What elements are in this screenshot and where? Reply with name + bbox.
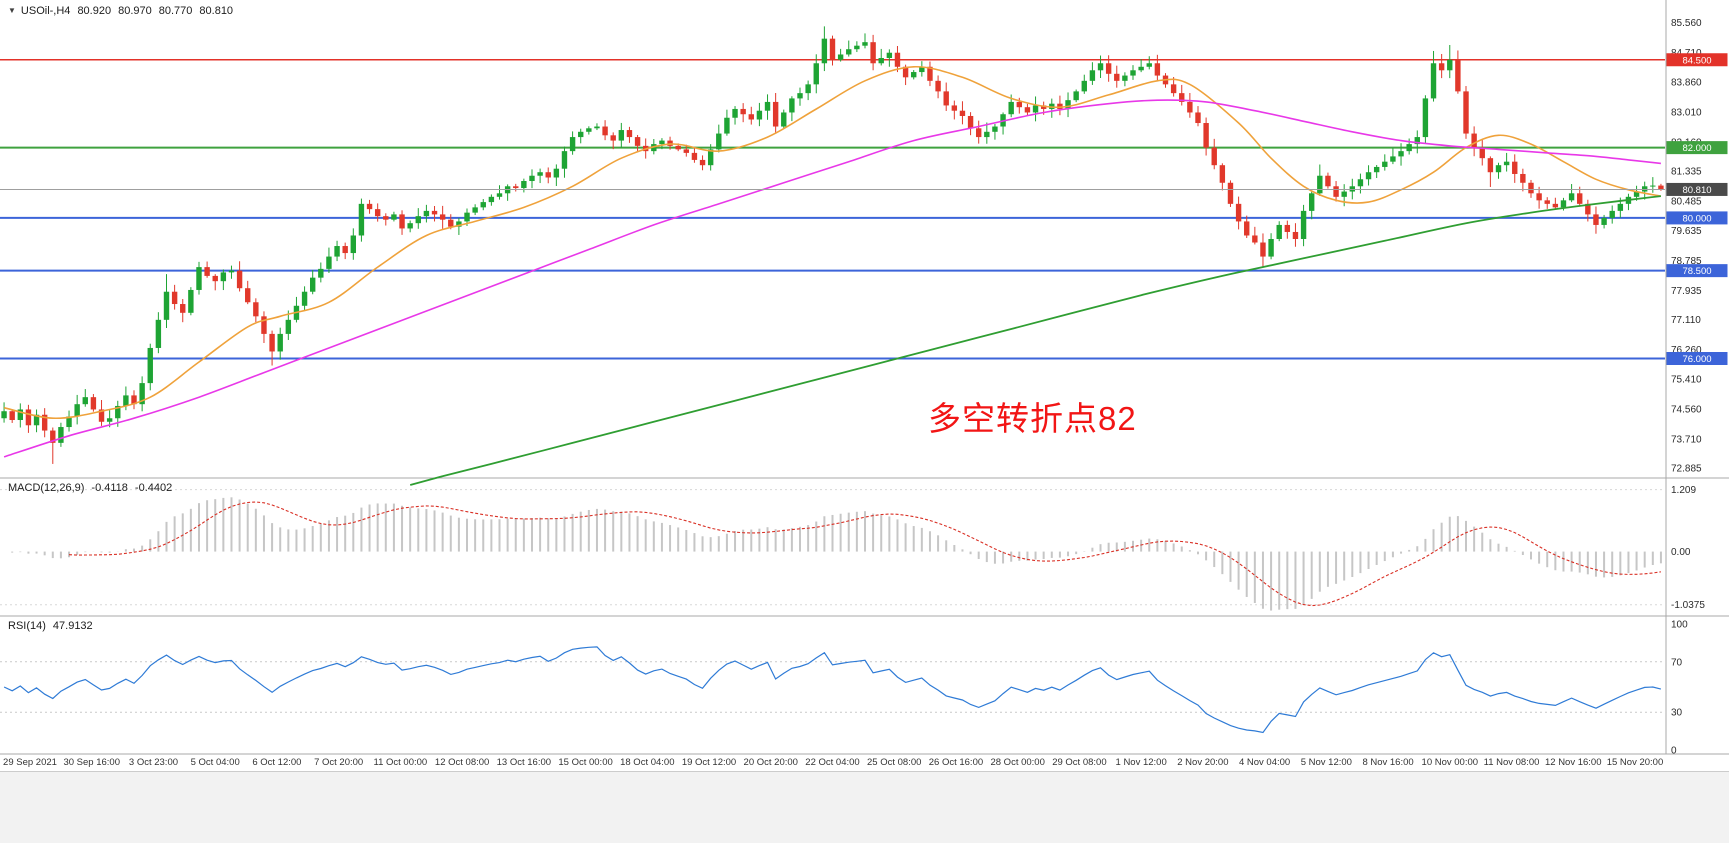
svg-text:11 Oct 00:00: 11 Oct 00:00: [374, 757, 428, 768]
svg-text:2 Nov 20:00: 2 Nov 20:00: [1177, 757, 1228, 768]
svg-text:22 Oct 04:00: 22 Oct 04:00: [805, 757, 859, 768]
svg-text:11 Nov 08:00: 11 Nov 08:00: [1484, 757, 1540, 768]
svg-text:18 Oct 04:00: 18 Oct 04:00: [620, 757, 674, 768]
svg-text:6 Oct 12:00: 6 Oct 12:00: [252, 757, 301, 768]
ohlc-low: 80.770: [158, 5, 193, 17]
svg-text:78.500: 78.500: [1682, 266, 1711, 277]
ma-medium-line: [3, 99, 1661, 458]
rsi-axis[interactable]: 100 70 30 0: [1671, 620, 1688, 757]
svg-text:10 Nov 00:00: 10 Nov 00:00: [1422, 757, 1479, 768]
rsi-value: 47.9132: [52, 620, 93, 632]
svg-text:77.110: 77.110: [1671, 315, 1701, 326]
svg-text:5 Oct 04:00: 5 Oct 04:00: [191, 757, 240, 768]
macd-info-bar: MACD(12,26,9) -0.4118 -0.4402: [8, 482, 179, 494]
svg-text:8 Nov 16:00: 8 Nov 16:00: [1362, 757, 1413, 768]
svg-text:74.560: 74.560: [1671, 405, 1702, 416]
svg-text:13 Oct 16:00: 13 Oct 16:00: [497, 757, 551, 768]
macd-axis[interactable]: 1.209 0.00 -1.0375: [1671, 485, 1705, 611]
candles-group: [1, 26, 1664, 464]
svg-text:77.935: 77.935: [1671, 286, 1702, 297]
ohlc-high: 80.970: [118, 5, 152, 17]
svg-text:12 Oct 08:00: 12 Oct 08:00: [435, 757, 489, 768]
svg-text:29 Oct 08:00: 29 Oct 08:00: [1052, 757, 1106, 768]
svg-text:83.860: 83.860: [1671, 78, 1702, 89]
rsi-line: [3, 646, 1662, 734]
chart-annotation: 多空转折点82: [928, 400, 1137, 437]
svg-text:75.410: 75.410: [1671, 375, 1702, 386]
svg-text:80.000: 80.000: [1682, 213, 1711, 224]
svg-text:73.710: 73.710: [1671, 434, 1702, 445]
svg-text:30 Sep 16:00: 30 Sep 16:00: [63, 757, 120, 768]
svg-text:19 Oct 12:00: 19 Oct 12:00: [682, 757, 736, 768]
svg-text:0.00: 0.00: [1671, 547, 1691, 558]
macd-value-signal: -0.4402: [134, 482, 173, 494]
svg-text:1 Nov 12:00: 1 Nov 12:00: [1116, 757, 1167, 768]
svg-text:7 Oct 20:00: 7 Oct 20:00: [314, 757, 363, 768]
svg-text:1.209: 1.209: [1671, 485, 1696, 496]
svg-text:83.010: 83.010: [1671, 108, 1702, 119]
svg-text:80.485: 80.485: [1671, 196, 1702, 207]
price-axis[interactable]: 85.56084.71083.86083.01082.16081.33580.4…: [1666, 18, 1728, 474]
svg-text:79.635: 79.635: [1671, 226, 1702, 237]
rsi-levels: [0, 661, 1665, 713]
svg-text:72.885: 72.885: [1671, 463, 1702, 474]
svg-text:12 Nov 16:00: 12 Nov 16:00: [1545, 757, 1602, 768]
ohlc-close: 80.810: [199, 5, 234, 17]
svg-text:15 Nov 20:00: 15 Nov 20:00: [1607, 757, 1664, 768]
bottom-strip: [0, 771, 1729, 843]
rsi-label: RSI(14): [8, 620, 46, 632]
horizontal-lines: [0, 58, 1665, 360]
expand-arrow-icon[interactable]: ▼: [8, 6, 16, 15]
svg-text:15 Oct 00:00: 15 Oct 00:00: [558, 757, 612, 768]
svg-text:80.810: 80.810: [1682, 185, 1711, 196]
macd-value-main: -0.4118: [91, 482, 128, 494]
svg-text:84.500: 84.500: [1682, 55, 1711, 66]
ma-slow-line: [409, 195, 1662, 486]
svg-text:30: 30: [1671, 708, 1683, 719]
svg-text:76.260: 76.260: [1671, 345, 1702, 356]
svg-text:82.000: 82.000: [1682, 143, 1711, 154]
macd-histogram: [11, 497, 1662, 611]
svg-text:81.335: 81.335: [1671, 166, 1702, 177]
svg-text:85.560: 85.560: [1671, 18, 1702, 29]
svg-text:20 Oct 20:00: 20 Oct 20:00: [744, 757, 798, 768]
svg-text:29 Sep 2021: 29 Sep 2021: [3, 757, 57, 768]
svg-text:4 Nov 04:00: 4 Nov 04:00: [1239, 757, 1290, 768]
symbol-info-bar: ▼ USOil-,H4 80.920 80.970 80.770 80.810: [8, 5, 240, 17]
candlestick-chart[interactable]: 85.56084.71083.86083.01082.16081.33580.4…: [0, 0, 1729, 771]
svg-text:3 Oct 23:00: 3 Oct 23:00: [129, 757, 178, 768]
svg-text:78.785: 78.785: [1671, 256, 1702, 267]
rsi-info-bar: RSI(14) 47.9132: [8, 620, 100, 632]
svg-text:25 Oct 08:00: 25 Oct 08:00: [867, 757, 921, 768]
symbol-title: USOil-,H4: [20, 5, 71, 17]
panel-separators: [0, 0, 1729, 755]
svg-text:28 Oct 00:00: 28 Oct 00:00: [990, 757, 1044, 768]
svg-text:5 Nov 12:00: 5 Nov 12:00: [1301, 757, 1352, 768]
macd-label: MACD(12,26,9): [8, 482, 85, 494]
svg-text:76.000: 76.000: [1682, 354, 1711, 365]
svg-text:0: 0: [1671, 746, 1677, 757]
ma-fast-line: [3, 65, 1662, 420]
svg-text:100: 100: [1671, 620, 1688, 631]
macd-signal-line: [68, 501, 1661, 607]
ohlc-open: 80.920: [77, 5, 112, 17]
svg-text:70: 70: [1671, 657, 1683, 668]
time-axis[interactable]: 29 Sep 2021 30 Sep 16:00 3 Oct 23:00 5 Oct …: [3, 757, 1663, 768]
svg-text:26 Oct 16:00: 26 Oct 16:00: [929, 757, 983, 768]
svg-text:-1.0375: -1.0375: [1671, 600, 1705, 611]
